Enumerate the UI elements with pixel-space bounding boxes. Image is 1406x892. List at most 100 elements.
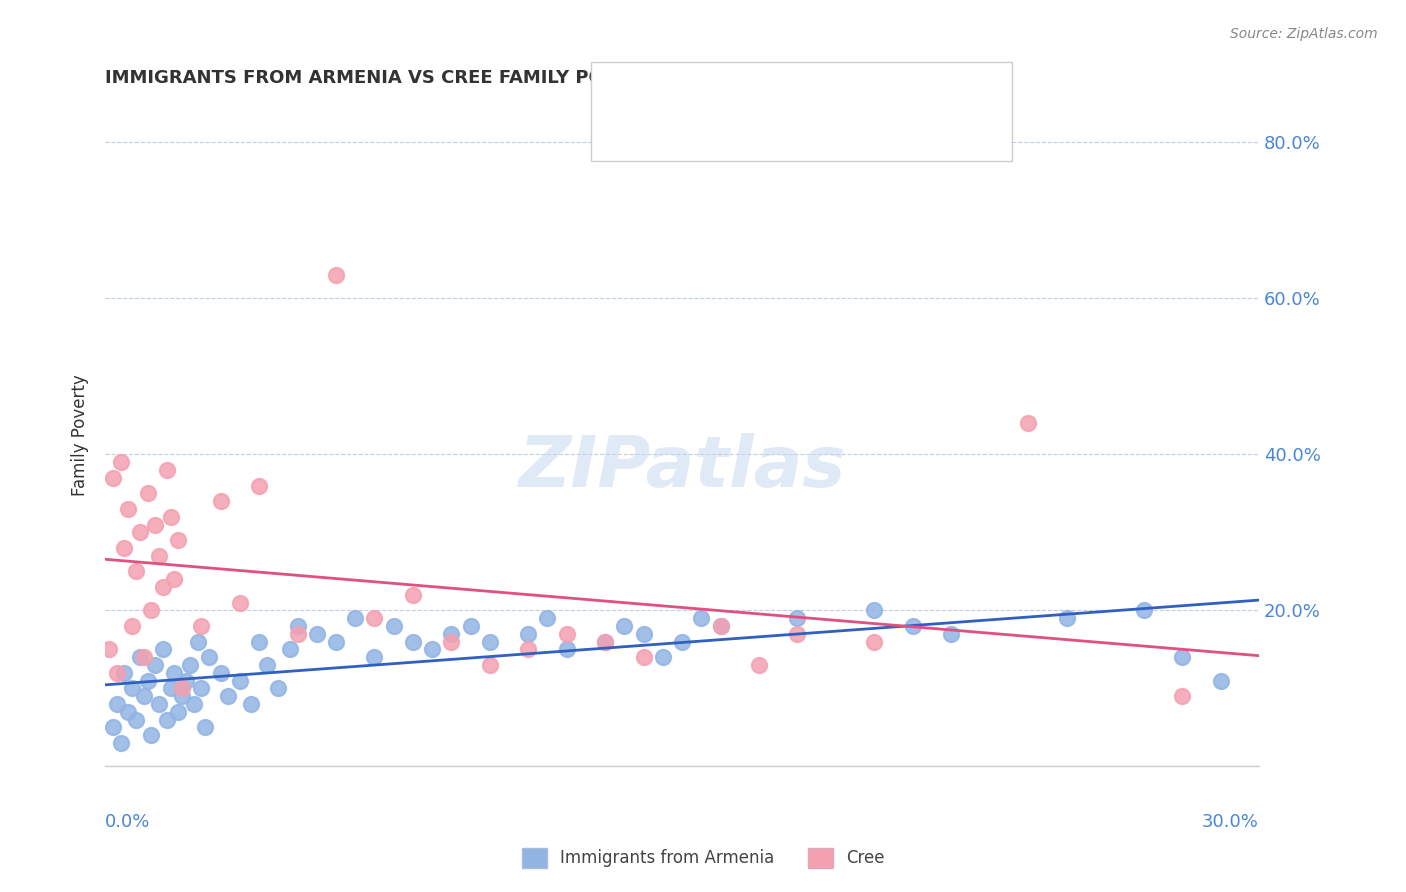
Point [101,471,124,485]
Point [132,650,155,665]
Point [209,494,232,508]
Text: Source: ZipAtlas.com: Source: ZipAtlas.com [1230,27,1378,41]
Point [132,689,155,703]
Point [136,673,159,688]
Point [536,611,558,625]
Point [1171,650,1194,665]
Y-axis label: Family Poverty: Family Poverty [72,374,89,496]
Point [748,657,770,672]
Point [229,673,252,688]
Point [114,541,136,555]
Point [786,611,808,625]
Point [287,619,309,633]
Point [709,619,731,633]
Point [325,634,347,648]
Text: R = 0.427   N = 40: R = 0.427 N = 40 [654,113,839,133]
Point [148,549,170,563]
Point [117,502,139,516]
Point [440,626,463,640]
Point [278,642,301,657]
Point [402,588,425,602]
Point [593,634,616,648]
Point [240,697,263,711]
Point [863,634,886,648]
Point [863,603,886,617]
Point [363,650,385,665]
Point [671,634,693,648]
Point [287,626,309,640]
Point [163,572,186,586]
Text: IMMIGRANTS FROM ARMENIA VS CREE FAMILY POVERTY CORRELATION CHART: IMMIGRANTS FROM ARMENIA VS CREE FAMILY P… [105,69,890,87]
Point [117,705,139,719]
Point [128,650,150,665]
Point [267,681,290,696]
Point [555,626,578,640]
Point [478,634,501,648]
Text: R = 0.120   N = 63: R = 0.120 N = 63 [654,78,839,97]
Point [125,713,148,727]
Point [156,713,179,727]
Point [159,509,181,524]
Point [179,657,201,672]
Point [786,626,808,640]
Point [256,657,278,672]
Point [593,634,616,648]
Point [183,697,205,711]
Point [247,634,270,648]
Point [1171,689,1194,703]
Point [382,619,405,633]
Point [1132,603,1154,617]
Point [172,689,194,703]
Point [128,525,150,540]
Point [344,611,367,625]
Point [1056,611,1078,625]
Legend: Immigrants from Armenia, Cree: Immigrants from Armenia, Cree [515,841,891,875]
Point [460,619,482,633]
Point [901,619,924,633]
Point [1017,416,1039,430]
Point [633,626,655,640]
Point [555,642,578,657]
Point [163,665,186,680]
Point [143,657,166,672]
Point [709,619,731,633]
Point [143,517,166,532]
Point [402,634,425,648]
Point [105,665,128,680]
Point [247,478,270,492]
Point [363,611,385,625]
Point [633,650,655,665]
Point [194,720,217,734]
Point [174,673,197,688]
Point [941,626,963,640]
Point [172,681,194,696]
Point [1209,673,1232,688]
Point [190,681,212,696]
Point [478,657,501,672]
Point [209,665,232,680]
Point [690,611,713,625]
Point [141,603,163,617]
Point [440,634,463,648]
Point [167,533,190,548]
Point [136,486,159,500]
Point [305,626,328,640]
Point [141,728,163,742]
Point [98,642,121,657]
Point [186,634,208,648]
Point [190,619,212,633]
Point [121,619,143,633]
Point [125,565,148,579]
Point [198,650,221,665]
Point [148,697,170,711]
Point [651,650,673,665]
Point [217,689,239,703]
Text: 30.0%: 30.0% [1202,813,1258,830]
Point [101,720,124,734]
Point [121,681,143,696]
Point [420,642,443,657]
Point [110,455,132,469]
Point [152,580,174,594]
Point [229,595,252,609]
Point [110,736,132,750]
